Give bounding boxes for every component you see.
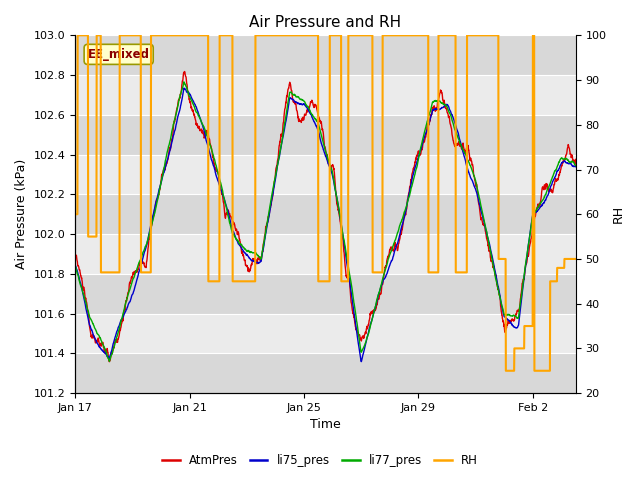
X-axis label: Time: Time <box>310 419 341 432</box>
Bar <box>75 115 576 155</box>
Text: EE_mixed: EE_mixed <box>88 48 150 61</box>
Legend: AtmPres, li75_pres, li77_pres, RH: AtmPres, li75_pres, li77_pres, RH <box>157 449 483 472</box>
Bar <box>75 274 576 313</box>
Bar <box>75 194 576 234</box>
Bar <box>75 353 576 393</box>
Title: Air Pressure and RH: Air Pressure and RH <box>250 15 401 30</box>
Bar <box>75 75 576 115</box>
Bar <box>75 313 576 353</box>
Bar <box>75 234 576 274</box>
Y-axis label: Air Pressure (kPa): Air Pressure (kPa) <box>15 159 28 269</box>
Bar <box>75 155 576 194</box>
Bar <box>75 36 576 75</box>
Y-axis label: RH: RH <box>612 205 625 223</box>
